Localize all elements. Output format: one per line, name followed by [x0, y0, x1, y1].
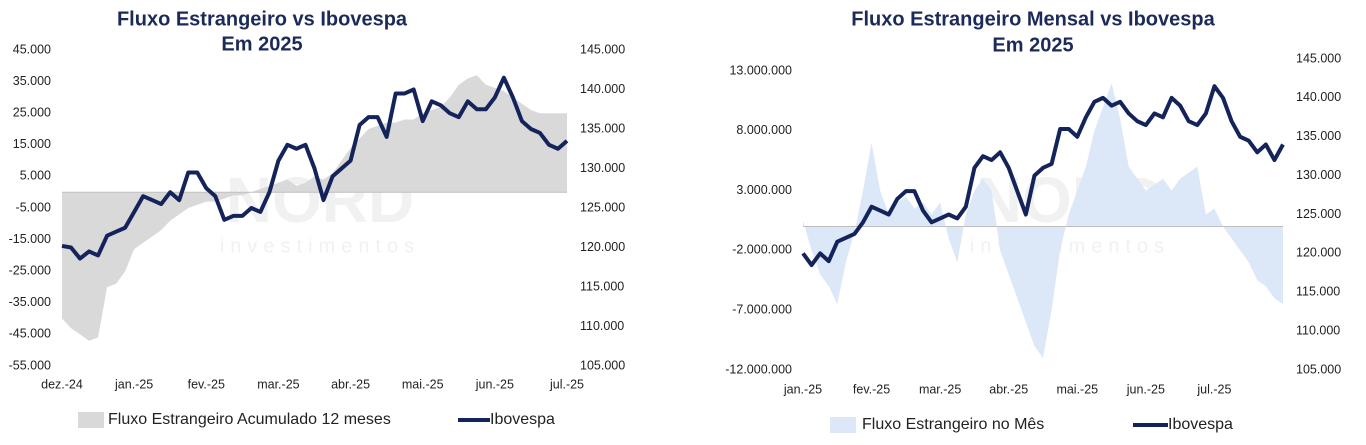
watermark-sub: investimentos [220, 235, 420, 257]
y-tick-label: -15.000 [9, 232, 51, 246]
x-tick-label: fev.-25 [188, 377, 225, 391]
legend-label: Fluxo Estrangeiro Acumulado 12 meses [108, 411, 391, 428]
y-tick-label: 35.000 [13, 74, 51, 88]
y2-tick-label: 135.000 [1296, 129, 1341, 143]
y-tick-label: 15.000 [13, 137, 51, 151]
y-tick-label: -7.000.000 [732, 302, 792, 316]
y-tick-label: -35.000 [9, 295, 51, 309]
x-tick-label: mar.-25 [919, 382, 961, 396]
y-tick-label: 8.000.000 [736, 123, 792, 137]
chart-subtitle: Em 2025 [992, 34, 1073, 56]
y2-tick-label: 105.000 [1296, 362, 1341, 376]
legend-label: Ibovespa [1168, 416, 1233, 433]
x-tick-label: mai.-25 [1056, 382, 1098, 396]
y-tick-label: -25.000 [9, 263, 51, 277]
x-tick-label: abr.-25 [331, 377, 370, 391]
chart-title: Fluxo Estrangeiro vs Ibovespa [117, 8, 408, 30]
y2-tick-label: 135.000 [580, 121, 625, 135]
y-tick-label: 45.000 [13, 42, 51, 56]
y2-tick-label: 125.000 [1296, 207, 1341, 221]
y2-tick-label: 140.000 [1296, 90, 1341, 104]
chart-subtitle: Em 2025 [221, 33, 302, 55]
x-tick-label: jun.-25 [1126, 382, 1165, 396]
y-tick-label: -55.000 [9, 358, 51, 372]
y2-tick-label: 145.000 [1296, 51, 1341, 65]
y2-tick-label: 140.000 [580, 82, 625, 96]
legend-label: Ibovespa [490, 411, 555, 428]
x-tick-label: mar.-25 [257, 377, 299, 391]
y2-tick-label: 115.000 [580, 279, 624, 293]
y-tick-label: 25.000 [13, 105, 51, 119]
y2-tick-label: 110.000 [580, 319, 624, 333]
y2-tick-label: 130.000 [1296, 168, 1341, 182]
chart-title: Fluxo Estrangeiro Mensal vs Ibovespa [851, 8, 1215, 30]
x-tick-label: jul.-25 [549, 377, 584, 391]
area [62, 75, 567, 341]
y2-tick-label: 110.000 [1296, 323, 1340, 337]
y-tick-label: 3.000.000 [736, 183, 792, 197]
x-tick-label: mai.-25 [402, 377, 444, 391]
legend-swatch [830, 417, 856, 433]
x-tick-label: abr.-25 [989, 382, 1028, 396]
x-tick-label: jun.-25 [475, 377, 514, 391]
y-tick-label: 5.000 [20, 169, 51, 183]
line [61, 75, 569, 261]
y2-tick-label: 115.000 [1296, 285, 1340, 299]
area [803, 82, 1283, 359]
line [801, 84, 1285, 268]
x-tick-label: dez.-24 [41, 377, 83, 391]
y2-tick-label: 120.000 [580, 240, 625, 254]
y2-tick-label: 130.000 [580, 161, 625, 175]
y2-tick-label: 145.000 [580, 42, 625, 56]
y2-tick-label: 120.000 [1296, 246, 1341, 260]
y-tick-label: 13.000.000 [729, 63, 792, 77]
x-tick-label: jan.-25 [114, 377, 153, 391]
y-tick-label: -2.000.000 [732, 243, 792, 257]
x-tick-label: jul.-25 [1196, 382, 1231, 396]
legend-label: Fluxo Estrangeiro no Mês [862, 416, 1044, 433]
x-tick-label: jan.-25 [783, 382, 822, 396]
y-tick-label: -5.000 [16, 200, 51, 214]
y-tick-label: -45.000 [9, 327, 51, 341]
legend-swatch [78, 412, 104, 428]
y2-tick-label: 105.000 [580, 358, 625, 372]
y-tick-label: -12.000.000 [725, 362, 792, 376]
y2-tick-label: 125.000 [580, 200, 625, 214]
x-tick-label: fev.-25 [853, 382, 890, 396]
